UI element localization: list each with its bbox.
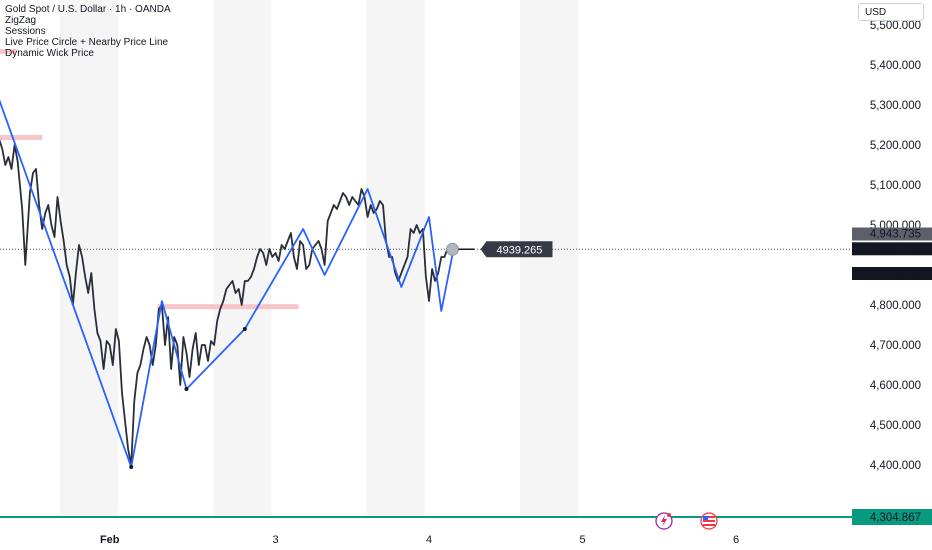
y-tick-label: 4,600.000 (870, 380, 921, 392)
legend-indicator-zigzag[interactable]: ZigZag (5, 15, 37, 26)
zigzag-pivot (184, 387, 189, 391)
legend-indicator-dynamic-wick[interactable]: Dynamic Wick Price (5, 48, 94, 59)
y-tick-label: 4,700.000 (870, 340, 921, 352)
currency-selector[interactable]: USD (858, 3, 924, 21)
legend-title[interactable]: Gold Spot / U.S. Dollar · 1h · OANDA (5, 4, 171, 15)
legend-indicator-sessions[interactable]: Sessions (5, 26, 46, 37)
price-levels (0, 49, 299, 310)
time-axis[interactable]: Feb 3 4 5 6 (100, 534, 739, 546)
session-shading (59, 0, 579, 515)
y-tick-label: 5,500.000 (870, 20, 921, 32)
axis-tag-bg (852, 227, 932, 241)
x-tick-label: 6 (733, 534, 739, 546)
y-tick-label: 4,400.000 (870, 460, 921, 472)
zigzag-series (0, 99, 455, 469)
axis-tag-text: 42:52 (892, 268, 921, 280)
axis-tag-text: 4,943.735 (870, 229, 921, 241)
y-tick-label: 5,100.000 (870, 180, 921, 192)
price-axis-tags: 4,943.735 4,939.265 42:52 (852, 227, 932, 280)
legend-indicator-live-price[interactable]: Live Price Circle + Nearby Price Line (5, 37, 169, 48)
zigzag-pivot (129, 465, 134, 469)
live-price-dot (445, 242, 459, 256)
level-bar (0, 135, 43, 140)
dividend-event-icon[interactable] (655, 512, 673, 530)
session-band (366, 0, 425, 515)
axis-tag-bg (852, 242, 932, 256)
session-band (520, 0, 579, 515)
x-tick-label: 4 (426, 534, 432, 546)
level-bar (157, 304, 299, 310)
bottom-level-tag-bg (852, 509, 932, 525)
session-band (213, 0, 272, 515)
y-tick-label: 4,500.000 (870, 420, 921, 432)
y-tick-label: 5,300.000 (870, 100, 921, 112)
y-tick-label: 5,200.000 (870, 140, 921, 152)
zigzag-line (0, 99, 455, 468)
x-tick-label: Feb (100, 534, 120, 546)
live-price-circle: 4939.265 (445, 241, 553, 258)
session-band (59, 0, 118, 515)
us-flag-event-icon[interactable] (700, 512, 718, 530)
axis-tag-bg (852, 267, 932, 280)
price-axis[interactable]: 5,500.000 5,400.000 5,300.000 5,200.000 5,10… (870, 20, 921, 472)
level-bar (0, 49, 17, 54)
live-price-label: 4939.265 (497, 244, 543, 256)
y-tick-label: 5,400.000 (870, 60, 921, 72)
bottom-level: 4,304.867 (0, 509, 932, 525)
y-tick-label: 4,800.000 (870, 300, 921, 312)
axis-tag-text: 4,939.265 (870, 243, 921, 255)
x-tick-label: 5 (579, 534, 585, 546)
chart-legend: Gold Spot / U.S. Dollar · 1h · OANDA Zig… (5, 4, 171, 59)
x-tick-label: 3 (272, 534, 278, 546)
live-price-label-bg (480, 241, 553, 258)
bottom-level-tag: 4,304.867 (870, 512, 921, 524)
zigzag-pivot (242, 327, 247, 331)
event-icons[interactable] (655, 512, 718, 530)
